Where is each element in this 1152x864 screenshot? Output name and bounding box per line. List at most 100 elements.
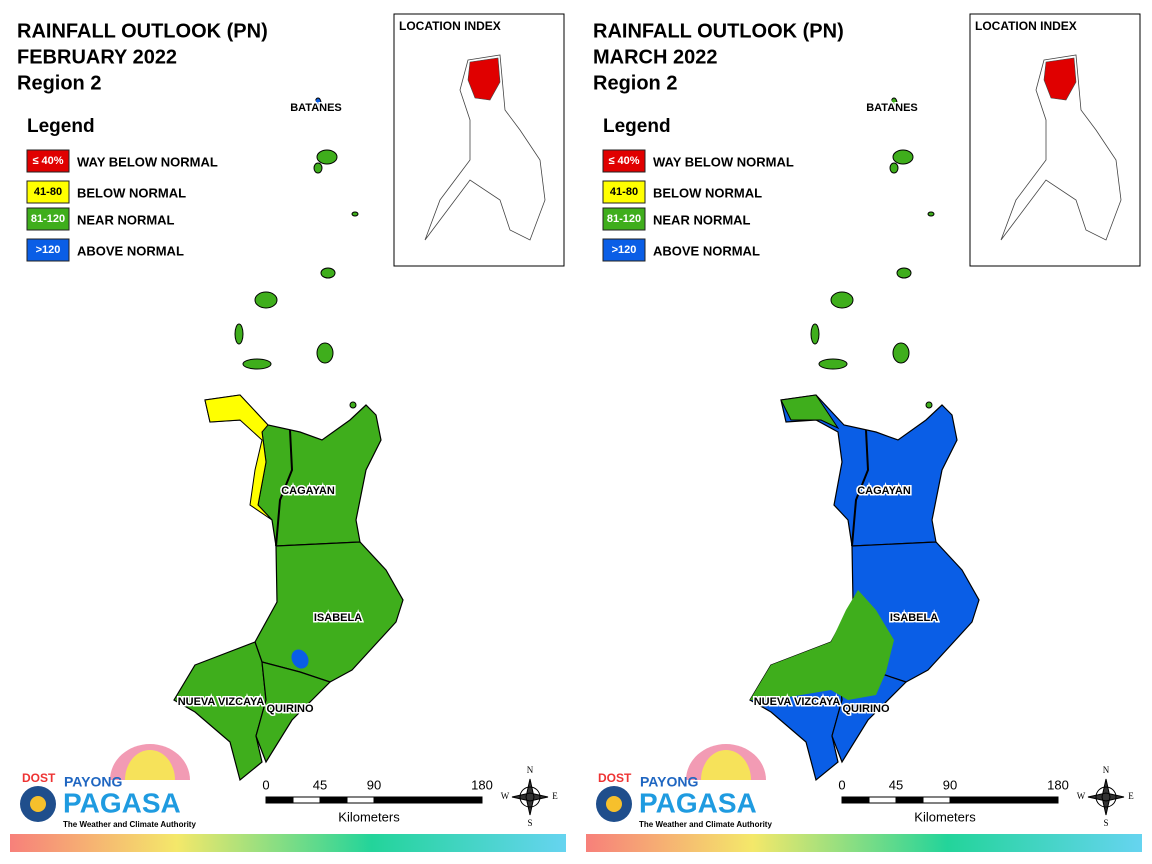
- scale-label: 0: [262, 777, 269, 792]
- legend-title: Legend: [603, 116, 671, 137]
- scale-segment: [1003, 796, 1059, 804]
- legend-swatch-label: 81-120: [31, 213, 65, 225]
- legend-swatch-label: >120: [612, 244, 637, 256]
- legend-title: Legend: [27, 116, 95, 137]
- compass-ring: [519, 786, 541, 808]
- scale-segment: [319, 796, 348, 804]
- legend-swatch-label: ≤ 40%: [608, 155, 639, 167]
- province-isabela: [254, 541, 404, 683]
- place-label: QUIRINO: [266, 703, 314, 715]
- island: [892, 342, 910, 364]
- island: [927, 211, 935, 217]
- location-index-box: [393, 13, 565, 267]
- legend-label: ABOVE NORMAL: [77, 243, 184, 258]
- philippines-outline: [424, 54, 546, 241]
- logo-agency: DOST: [22, 771, 56, 785]
- scale-segment: [373, 796, 429, 804]
- scale-segment: [427, 796, 483, 804]
- legend-swatch: [26, 149, 70, 173]
- legend-label: ABOVE NORMAL: [653, 243, 760, 258]
- place-label: ISABELA: [314, 612, 362, 624]
- legend-label: WAY BELOW NORMAL: [77, 154, 218, 169]
- island: [316, 342, 334, 364]
- location-index-label: LOCATION INDEX: [975, 19, 1077, 33]
- legend-swatch: [602, 180, 646, 204]
- province-cagayan: [780, 394, 958, 547]
- scale-segment: [868, 796, 897, 804]
- legend-swatch: [26, 238, 70, 262]
- boundary: [275, 429, 294, 547]
- island: [313, 162, 323, 174]
- boundary: [851, 429, 870, 547]
- logo-tagline: The Weather and Climate Authority: [639, 820, 772, 829]
- island: [925, 401, 933, 409]
- island: [892, 149, 914, 165]
- map-title: RAINFALL OUTLOOK (PN): [17, 20, 268, 42]
- scale-label: 180: [471, 777, 493, 792]
- place-label: NUEVA VIZCAYA: [754, 696, 841, 708]
- island: [818, 358, 848, 370]
- compass-label: S: [1103, 818, 1108, 828]
- compass-ring: [1095, 786, 1117, 808]
- place-label: QUIRINO: [842, 703, 890, 715]
- island: [320, 267, 336, 279]
- scale-segment: [265, 796, 294, 804]
- panel: RAINFALL OUTLOOK (PN) FEBRUARY 2022 Region…: [10, 13, 566, 852]
- place-label: BATANES: [866, 102, 918, 114]
- island: [351, 211, 359, 217]
- scale-label: 45: [313, 777, 327, 792]
- near-normal-area: [780, 394, 840, 430]
- scale-segment: [922, 796, 951, 804]
- place-label: NUEVA VIZCAYA: [178, 696, 265, 708]
- map-title: RAINFALL OUTLOOK (PN): [593, 20, 844, 42]
- scale-segment: [292, 796, 321, 804]
- scale-unit: Kilometers: [914, 809, 976, 824]
- scale-segment: [841, 796, 870, 804]
- compass-label: N: [527, 765, 534, 775]
- compass-label: E: [1128, 791, 1134, 801]
- scale-label: 45: [889, 777, 903, 792]
- legend-swatch-label: 41-80: [34, 186, 62, 198]
- compass-label: N: [1103, 765, 1110, 775]
- province-quirino: [255, 661, 332, 764]
- legend-label: BELOW NORMAL: [653, 185, 762, 200]
- legend-swatch: [602, 238, 646, 262]
- province-nueva-vizcaya: [173, 641, 267, 782]
- location-index-label: LOCATION INDEX: [399, 19, 501, 33]
- scale-label: 0: [838, 777, 845, 792]
- compass-label: S: [527, 818, 532, 828]
- compass-label: W: [501, 791, 510, 801]
- panel: RAINFALL OUTLOOK (PN) MARCH 2022 Region 2 L…: [586, 13, 1142, 852]
- island: [314, 97, 322, 109]
- color-strip: [586, 834, 1142, 852]
- color-strip: [10, 834, 566, 852]
- legend-swatch-label: ≤ 40%: [32, 155, 63, 167]
- island: [810, 323, 820, 345]
- logo-emblem: [606, 796, 622, 812]
- place-label: BATANES: [290, 102, 342, 114]
- compass-label: W: [1077, 791, 1086, 801]
- location-index-box: [969, 13, 1141, 267]
- legend-label: WAY BELOW NORMAL: [653, 154, 794, 169]
- island: [349, 401, 357, 409]
- region-highlight: [467, 57, 501, 101]
- legend-label: NEAR NORMAL: [653, 212, 751, 227]
- scale-label: 90: [367, 777, 381, 792]
- region-highlight: [1043, 57, 1077, 101]
- place-label: CAGAYAN: [857, 485, 911, 497]
- logo-line2: PAGASA: [639, 787, 757, 818]
- legend-swatch: [26, 180, 70, 204]
- island: [896, 267, 912, 279]
- island: [830, 291, 854, 309]
- legend-swatch-label: 81-120: [607, 213, 641, 225]
- compass-rose: [1087, 778, 1125, 816]
- island: [890, 97, 898, 109]
- scale-segment: [949, 796, 1005, 804]
- legend-label: BELOW NORMAL: [77, 185, 186, 200]
- scale-segment: [346, 796, 375, 804]
- logo-umbrella: [125, 750, 175, 780]
- island: [889, 162, 899, 174]
- above-normal-area: [291, 649, 309, 669]
- legend-swatch: [602, 149, 646, 173]
